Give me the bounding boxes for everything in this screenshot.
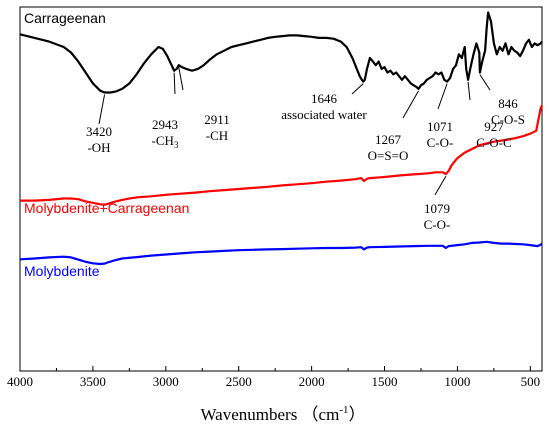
series-label: Carrageenan (24, 10, 106, 26)
annotation-text: 1071 (427, 119, 453, 134)
annotation-arrow (351, 83, 364, 95)
x-tick-label: 500 (521, 374, 541, 389)
annotation-text: C-O- (424, 217, 451, 232)
x-tick-label: 2000 (299, 374, 325, 389)
x-axis-label: Wavenumbers （cm-1） (200, 404, 365, 424)
annotation-arrow (178, 67, 184, 91)
annotation-text: -CH (206, 128, 228, 143)
annotation-subscript: 3 (174, 140, 179, 150)
annotation-arrow (437, 83, 448, 110)
annotation-text: 927 (484, 119, 504, 134)
annotation-arrow (402, 90, 419, 119)
x-tick-label: 4000 (7, 374, 33, 389)
annotation: 3420-OH (86, 94, 112, 155)
annotation-arrow (467, 81, 471, 101)
annotation-text: 1079 (424, 201, 450, 216)
annotation: 2943-CH3 (152, 72, 179, 150)
annotation-text: C-O- (427, 135, 454, 150)
annotation-text: C-O-S (491, 112, 525, 127)
annotation-text: 846 (498, 96, 518, 111)
annotation-text: associated water (281, 107, 367, 122)
annotation-text: -OH (87, 140, 110, 155)
annotation-arrow (434, 175, 447, 196)
x-tick-label: 3500 (80, 374, 106, 389)
annotation-arrow (98, 94, 106, 125)
series-line-carrageenan (19, 11, 543, 94)
series-label: Molybdenite (24, 263, 100, 279)
x-tick-label: 1000 (444, 374, 470, 389)
series-label: Molybdenite+Carrageenan (24, 200, 189, 216)
annotation-text: 2911 (204, 112, 230, 127)
annotation-text: 2943 (152, 117, 178, 132)
series-line-molybdenite-carrageenan (20, 104, 544, 206)
annotation-text: 1646 (311, 91, 338, 106)
series-labels: Carrageenan Molybdenite+Carrageenan Molybd… (24, 10, 189, 279)
annotation-text: C-O-C (476, 135, 511, 150)
x-axis-ticks: 4000 3500 3000 2500 2000 1500 1000 500 (7, 366, 540, 389)
plot-frame (19, 6, 543, 372)
annotation-text: O=S=O (368, 148, 409, 163)
x-tick-label: 2500 (226, 374, 252, 389)
annotation-text: 3420 (86, 124, 112, 139)
x-tick-label: 3000 (153, 374, 179, 389)
annotation-text: 1267 (375, 132, 402, 147)
x-tick-label: 1500 (372, 374, 398, 389)
annotation-text: -CH3 (152, 133, 179, 150)
series-group (19, 11, 544, 266)
series-line-molybdenite (19, 240, 543, 266)
annotation: 2911-CH (178, 67, 230, 143)
annotation-arrow (173, 72, 176, 95)
annotation-arrow (479, 74, 491, 91)
